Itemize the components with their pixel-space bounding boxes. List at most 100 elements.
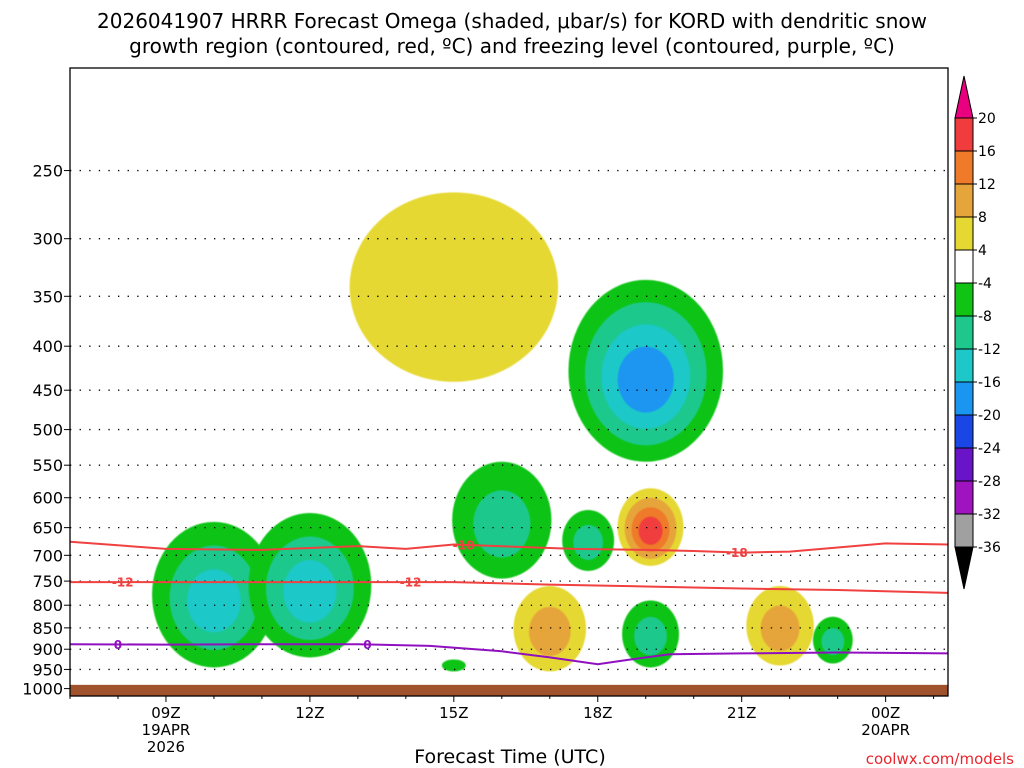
- y-tick-label-850: 850: [32, 619, 63, 638]
- y-tick-label-550: 550: [32, 456, 63, 475]
- colorbar-bin-8: [954, 348, 974, 383]
- isotherm-label-minus12-1: -12: [112, 576, 134, 590]
- omega-level--10: [573, 524, 604, 560]
- colorbar-label-20: 20: [978, 111, 996, 127]
- y-tick-label-500: 500: [32, 421, 63, 440]
- omega-feature-down-12: [513, 586, 587, 672]
- omega-feature-up-4: [568, 279, 724, 462]
- isotherm-label-minus12-2: -12: [400, 576, 422, 590]
- omega-level--14: [187, 569, 241, 633]
- colorbar-bin-10: [954, 414, 974, 449]
- omega-level--6: [441, 659, 466, 672]
- x-tick-label-18Z: 18Z: [583, 704, 612, 722]
- colorbar-label--32: -32: [978, 507, 1001, 523]
- isotherm-label-0-2: 0: [363, 638, 371, 652]
- omega-level--10: [634, 616, 667, 656]
- x-tick-label-15Z: 15Z: [439, 704, 468, 722]
- y-tick-label-400: 400: [32, 337, 63, 356]
- colorbar-bottom-arrow: [954, 546, 974, 590]
- omega-feature-up-6: [622, 600, 679, 668]
- colorbar-bin-11: [954, 447, 974, 482]
- terrain-band: [70, 684, 948, 696]
- omega-feature-up-2: [248, 512, 372, 658]
- y-tick-label-350: 350: [32, 287, 63, 306]
- colorbar-label--36: -36: [978, 540, 1001, 556]
- x-tick-label-09Z: 09Z: [151, 704, 180, 722]
- omega-feature-up-7: [812, 616, 853, 664]
- colorbar-label--12: -12: [978, 342, 1001, 358]
- omega-level-10: [760, 605, 800, 652]
- terrain-layer: [70, 684, 948, 696]
- isotherm-label-0-1: 0: [114, 638, 122, 652]
- colorbar-bin-6: [954, 282, 974, 317]
- omega-level--14: [283, 560, 337, 623]
- y-tick-label-750: 750: [32, 572, 63, 591]
- x-axis-label: Forecast Time (UTC): [414, 746, 605, 768]
- x-tick-label-00Z: 00Z: [871, 704, 900, 722]
- omega-feature-up-5: [562, 509, 615, 571]
- colorbar-label--4: -4: [978, 276, 992, 292]
- colorbar-bin-1: [954, 117, 974, 152]
- y-tick-label-900: 900: [32, 640, 63, 659]
- colorbar-bin-3: [954, 183, 974, 218]
- omega-feature-down-13: [746, 586, 814, 666]
- pressure-axis: 250 300 350 400 450 500 550 600 650 700 750 800 850 9…: [22, 162, 70, 699]
- colorbar-label-4: 4: [978, 243, 987, 259]
- colorbar-label--28: -28: [978, 474, 1001, 490]
- chart-title-line1: 2026041907 HRRR Forecast Omega (shaded, …: [97, 9, 927, 33]
- colorbar-bin-7: [954, 315, 974, 350]
- colorbar-label--20: -20: [978, 408, 1001, 424]
- isotherm-minus12-line: [70, 581, 948, 594]
- omega-feature-down-11: [617, 488, 684, 566]
- colorbar-bin-2: [954, 150, 974, 185]
- temperature-contours: -18 -18 -12 -12 0 0: [70, 538, 948, 666]
- colorbar-label-8: 8: [978, 210, 987, 226]
- colorbar-label--24: -24: [978, 441, 1001, 457]
- colorbar-bin-13: [954, 513, 974, 548]
- x-tick-label-12Z: 12Z: [295, 704, 324, 722]
- omega-shading: [152, 192, 853, 672]
- isotherm-label-minus18-1: -18: [453, 538, 475, 552]
- omega-feature-up-8: [441, 659, 466, 672]
- colorbar-bin-4: [954, 216, 974, 251]
- omega-level-10: [528, 606, 571, 656]
- x-tick-year-09Z: 2026: [147, 738, 185, 756]
- isotherm-minus18-line: [70, 540, 948, 554]
- plot-frame: [69, 67, 949, 697]
- y-tick-label-800: 800: [32, 596, 63, 615]
- colorbar-label-12: 12: [978, 177, 996, 193]
- omega-level--18: [617, 346, 674, 413]
- x-tick-date-09Z: 19APR: [142, 721, 191, 739]
- x-tick-date-00Z: 20APR: [861, 721, 910, 739]
- omega-level--10: [821, 628, 845, 656]
- y-tick-label-300: 300: [32, 230, 63, 249]
- colorbar: 20 16 12 8 4 -4 -8 -12 -16 -20 -24 -28 -32 -36: [954, 75, 1001, 590]
- colorbar-top-arrow: [954, 75, 974, 119]
- x-tick-label-21Z: 21Z: [727, 704, 756, 722]
- y-tick-label-1000: 1000: [22, 680, 63, 699]
- y-tick-label-600: 600: [32, 489, 63, 508]
- colorbar-bin-12: [954, 480, 974, 515]
- omega-feature-up-3: [452, 461, 552, 579]
- chart-title-line2: growth region (contoured, red, ºC) and f…: [129, 34, 895, 58]
- colorbar-bin-5: [954, 249, 974, 284]
- omega-level-18: [638, 516, 663, 545]
- colorbar-label--8: -8: [978, 309, 992, 325]
- credit-text: coolwx.com/models: [866, 750, 1014, 768]
- y-tick-label-450: 450: [32, 381, 63, 400]
- y-tick-label-700: 700: [32, 546, 63, 565]
- isotherm-label-minus18-2: -18: [726, 546, 748, 560]
- y-tick-label-950: 950: [32, 660, 63, 679]
- omega-feature-up-1: [152, 521, 276, 668]
- colorbar-label-16: 16: [978, 144, 996, 160]
- y-tick-label-250: 250: [32, 162, 63, 181]
- omega-feature-down-9: [349, 192, 559, 382]
- colorbar-label--16: -16: [978, 375, 1001, 391]
- isotherm-0-line: [70, 643, 948, 666]
- y-tick-label-650: 650: [32, 519, 63, 538]
- omega-level--10: [473, 490, 531, 558]
- colorbar-bin-9: [954, 381, 974, 416]
- omega-level-6: [349, 192, 559, 382]
